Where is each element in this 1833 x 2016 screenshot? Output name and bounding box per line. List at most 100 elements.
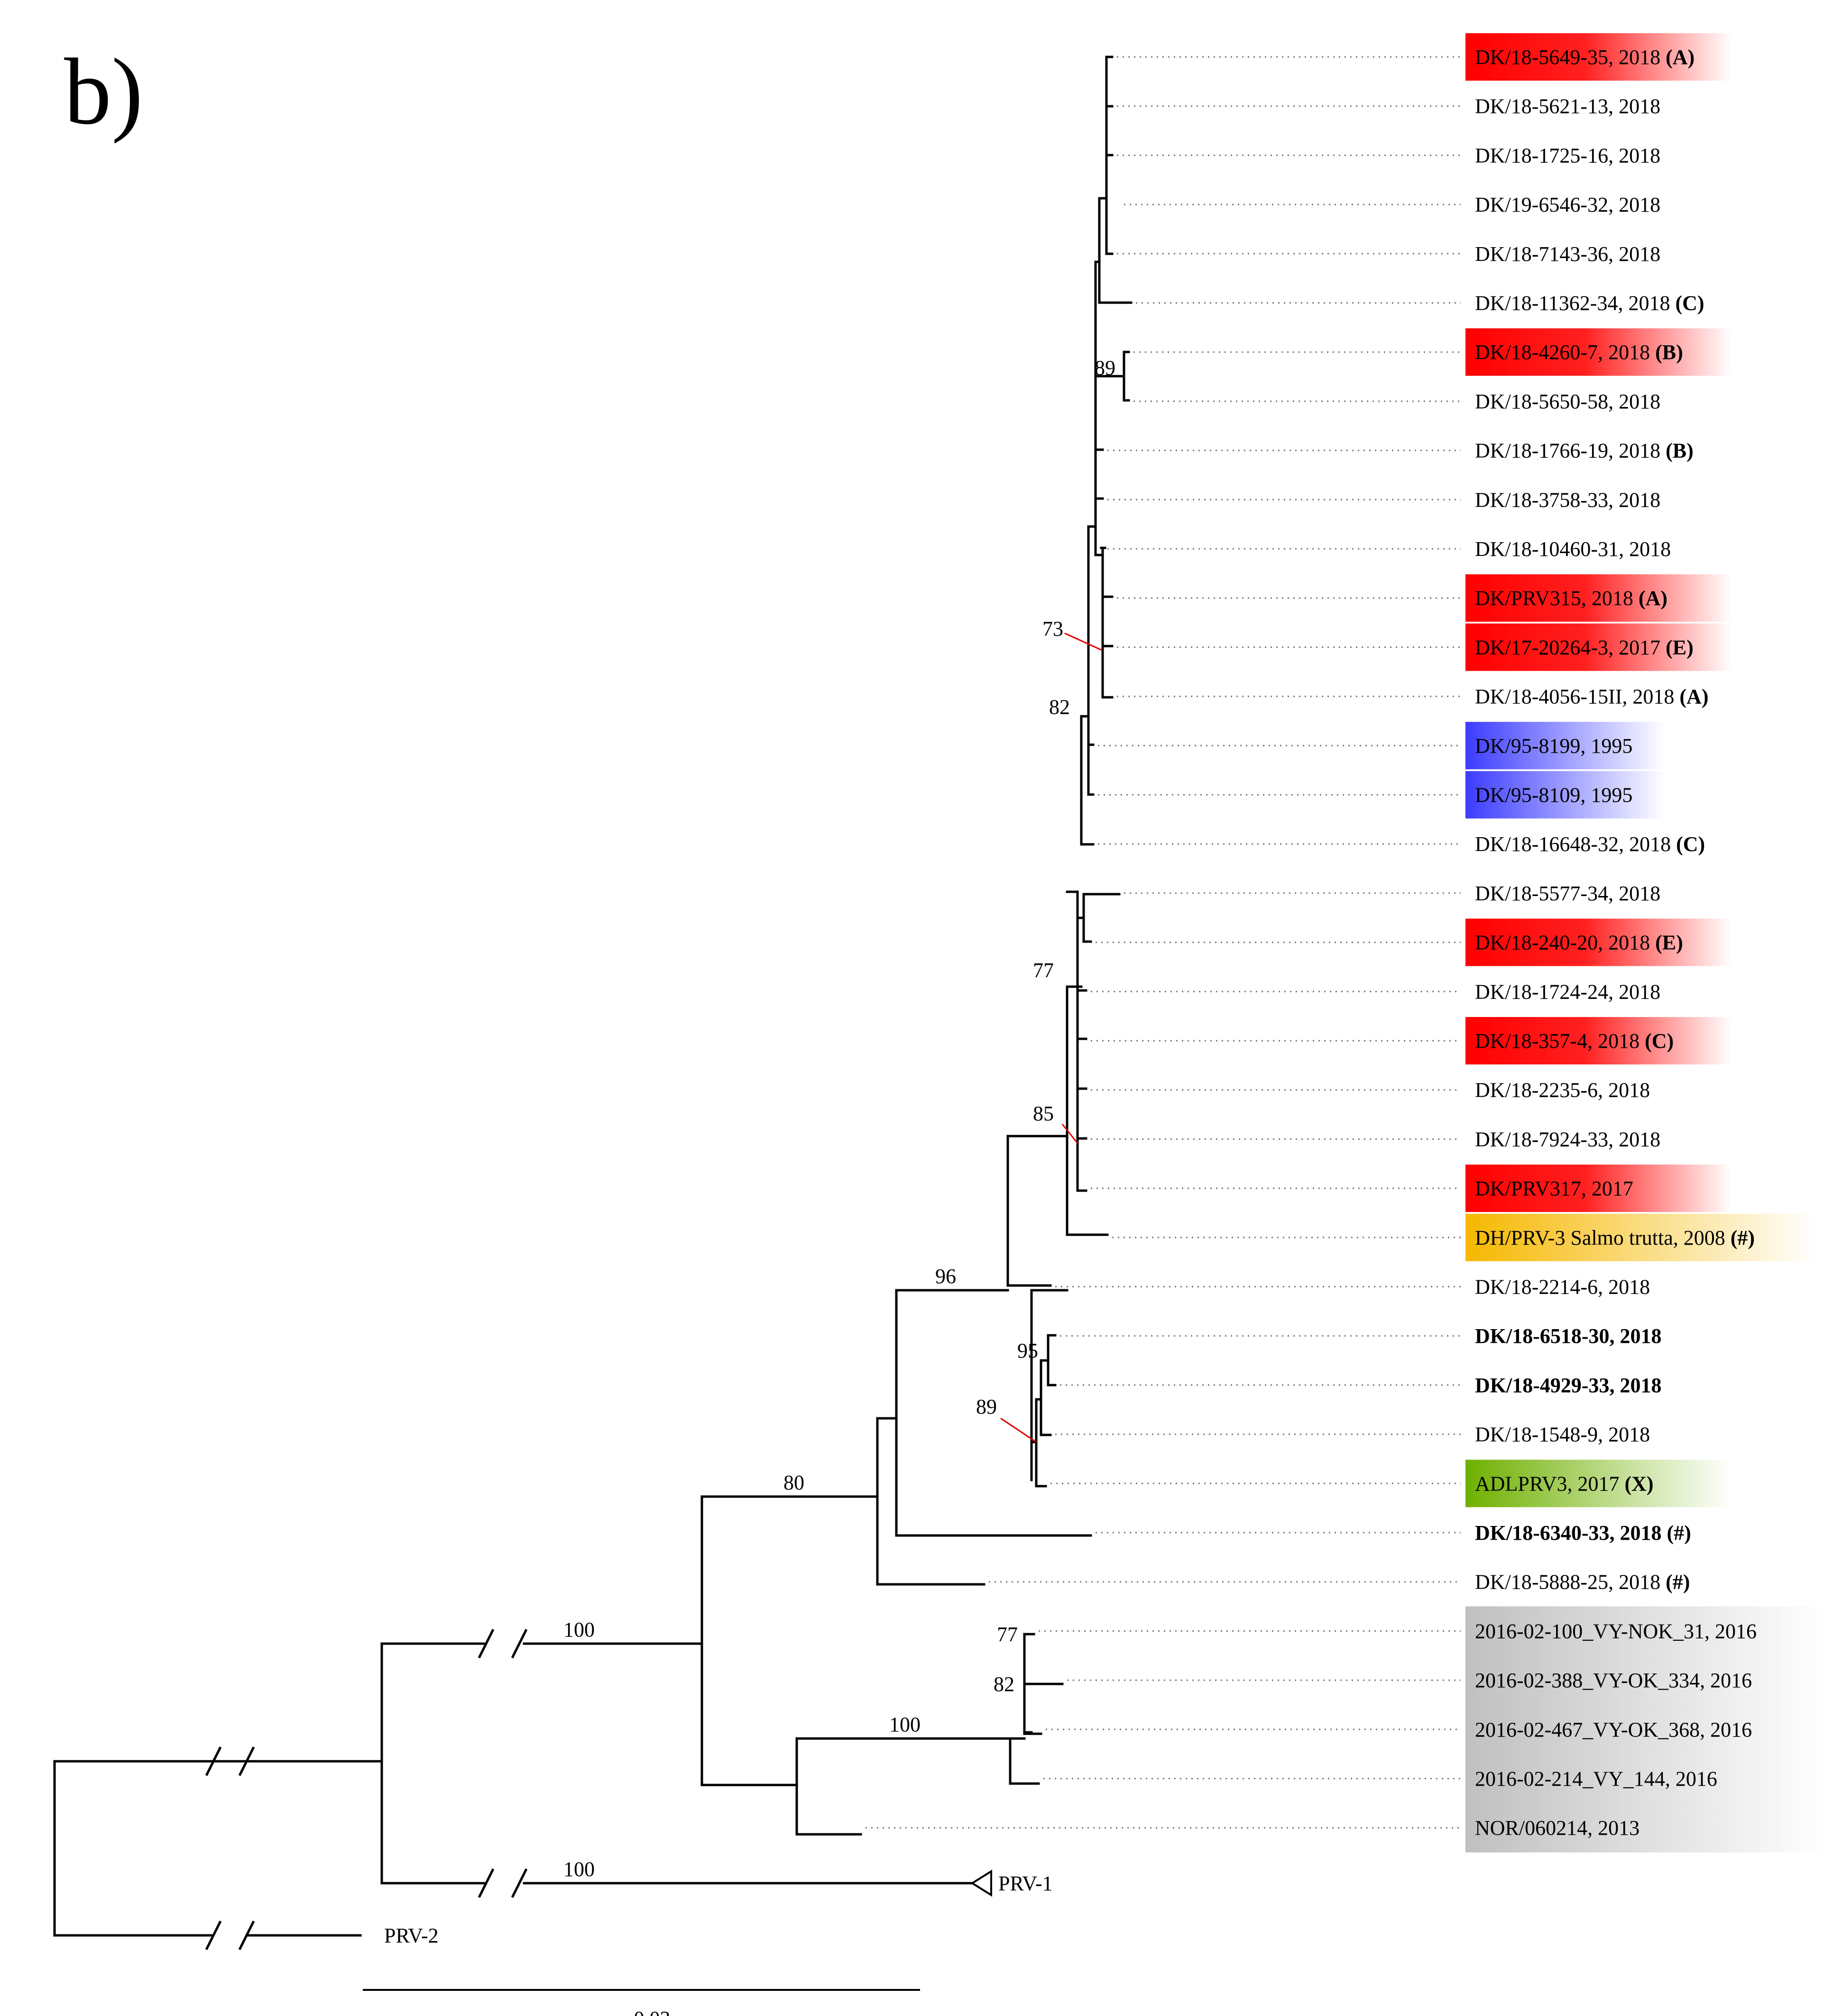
leaf-label: DK/18-6340-33, 2018 (#) bbox=[1475, 1521, 1691, 1544]
leaf-name: DK/18-5888-25, 2018 bbox=[1475, 1571, 1660, 1594]
leaf-label: DK/18-4929-33, 2018 bbox=[1475, 1374, 1662, 1397]
leaf-label: DK/18-4260-7, 2018 (B) bbox=[1475, 341, 1683, 364]
leaf-label: DK/18-11362-34, 2018 (C) bbox=[1475, 292, 1704, 315]
leaf-label: 2016-02-467_VY-OK_368, 2016 bbox=[1475, 1718, 1752, 1741]
leaf-name: DK/18-2214-6, 2018 bbox=[1475, 1276, 1650, 1299]
leaf-label: DK/18-4056-15II, 2018 (A) bbox=[1475, 685, 1708, 708]
leaf-name: DK/18-4056-15II, 2018 bbox=[1475, 685, 1674, 708]
leaf-tag: (C) bbox=[1645, 1029, 1674, 1053]
leaf-name: DK/18-16648-32, 2018 bbox=[1475, 832, 1671, 856]
support-value: 100 bbox=[563, 1858, 595, 1881]
leaf-label: ADLPRV3, 2017 (X) bbox=[1475, 1472, 1654, 1495]
leaf-name: DK/18-4929-33, 2018 bbox=[1475, 1374, 1662, 1397]
leaf-label: DK/95-8199, 1995 bbox=[1475, 734, 1632, 758]
leaf-label: DK/18-1548-9, 2018 bbox=[1475, 1423, 1650, 1446]
support-value: 77 bbox=[1033, 959, 1054, 982]
outgroup-label-prv2: PRV-2 bbox=[384, 1924, 439, 1947]
support-value: 100 bbox=[563, 1618, 595, 1641]
leaf-label: DK/18-5577-34, 2018 bbox=[1475, 882, 1660, 905]
support-value: 82 bbox=[994, 1673, 1014, 1696]
leaf-label: DK/18-16648-32, 2018 (C) bbox=[1475, 832, 1705, 856]
leaf-labels: DK/18-5649-35, 2018 (A) DK/18-5621-13, 20… bbox=[1475, 46, 1757, 1840]
leaf-name: DK/18-6340-33, 2018 bbox=[1475, 1521, 1662, 1544]
leaf-name: DK/18-240-20, 2018 bbox=[1475, 931, 1650, 954]
leaf-name: DK/18-357-4, 2018 bbox=[1475, 1029, 1640, 1053]
leaf-tag: (B) bbox=[1655, 341, 1683, 364]
collapsed-clade-triangle bbox=[970, 1869, 992, 1897]
leaf-label: DK/18-357-4, 2018 (C) bbox=[1475, 1029, 1674, 1053]
leaf-name: DK/18-7143-36, 2018 bbox=[1475, 242, 1660, 266]
outgroup-label-prv1: PRV-1 bbox=[998, 1872, 1053, 1895]
scale-bar-label: 0.03 bbox=[634, 2007, 671, 2016]
leaf-label: DK/18-2235-6, 2018 bbox=[1475, 1079, 1650, 1102]
highlight-blue bbox=[1465, 721, 1665, 769]
leaf-leader-lines bbox=[866, 56, 1461, 1829]
leaf-name: DK/18-10460-31, 2018 bbox=[1475, 537, 1671, 561]
support-value: 89 bbox=[976, 1395, 997, 1418]
highlight-red bbox=[1465, 1017, 1731, 1064]
leaf-label: DK/18-5649-35, 2018 (A) bbox=[1475, 46, 1695, 69]
support-value: 80 bbox=[783, 1471, 804, 1494]
highlight-red bbox=[1465, 574, 1731, 622]
leaf-label: DK/18-3758-33, 2018 bbox=[1475, 488, 1660, 511]
leaf-label: DH/PRV-3 Salmo trutta, 2008 (#) bbox=[1475, 1226, 1755, 1249]
panel-label: b) bbox=[64, 39, 143, 144]
leaf-label: DK/PRV315, 2018 (A) bbox=[1475, 587, 1667, 610]
leaf-label: DK/18-5650-58, 2018 bbox=[1475, 390, 1660, 413]
support-value: 89 bbox=[1095, 356, 1115, 379]
support-value: 100 bbox=[889, 1713, 921, 1736]
leaf-label: DK/18-7143-36, 2018 bbox=[1475, 242, 1660, 266]
leaf-label: DK/18-1725-16, 2018 bbox=[1475, 144, 1660, 167]
leaf-tag: (#) bbox=[1731, 1226, 1755, 1249]
highlight-red bbox=[1465, 1165, 1731, 1212]
leaf-label: NOR/060214, 2013 bbox=[1475, 1816, 1640, 1840]
support-values: 89 73 82 77 85 96 95 89 80 100 77 82 100… bbox=[563, 356, 1115, 1881]
support-value: 82 bbox=[1049, 695, 1070, 719]
leaf-tag: (B) bbox=[1666, 439, 1694, 462]
leaf-name: DK/18-1725-16, 2018 bbox=[1475, 144, 1660, 167]
leaf-tag: (E) bbox=[1666, 636, 1694, 659]
highlight-red bbox=[1465, 328, 1731, 376]
leaf-label: DK/18-10460-31, 2018 bbox=[1475, 537, 1671, 561]
highlight-red bbox=[1465, 33, 1731, 81]
leaf-name: DK/18-5621-13, 2018 bbox=[1475, 95, 1660, 118]
leaf-name: DK/PRV315, 2018 bbox=[1475, 587, 1633, 610]
leaf-label: 2016-02-214_VY_144, 2016 bbox=[1475, 1767, 1717, 1791]
highlight-green bbox=[1465, 1460, 1731, 1507]
leaf-name: DK/18-11362-34, 2018 bbox=[1475, 292, 1670, 315]
leaf-label: DK/18-1766-19, 2018 (B) bbox=[1475, 439, 1694, 462]
axis-break-marks bbox=[205, 1628, 528, 1951]
leaf-label: DK/PRV317, 2017 bbox=[1475, 1177, 1633, 1200]
leaf-name: DK/18-1724-24, 2018 bbox=[1475, 980, 1660, 1003]
leaf-name: DK/18-7924-33, 2018 bbox=[1475, 1128, 1660, 1151]
highlight-red bbox=[1465, 918, 1731, 966]
leaf-tag: (A) bbox=[1679, 685, 1708, 708]
support-connectors bbox=[1000, 632, 1102, 1443]
leaf-tag: (E) bbox=[1655, 931, 1683, 954]
leaf-label: DK/18-7924-33, 2018 bbox=[1475, 1128, 1660, 1151]
leaf-name: DK/18-5577-34, 2018 bbox=[1475, 882, 1660, 905]
leaf-tag: (C) bbox=[1675, 292, 1704, 315]
leaf-label: DK/18-5621-13, 2018 bbox=[1475, 95, 1660, 118]
leaf-name: DK/18-4260-7, 2018 bbox=[1475, 341, 1650, 364]
leaf-name: DK/18-5649-35, 2018 bbox=[1475, 46, 1660, 69]
leaf-label: DK/18-240-20, 2018 (E) bbox=[1475, 931, 1683, 954]
leaf-name: DK/PRV317, 2017 bbox=[1475, 1177, 1633, 1200]
leaf-tag: (X) bbox=[1625, 1472, 1654, 1495]
leaf-label: DK/18-1724-24, 2018 bbox=[1475, 980, 1660, 1003]
leaf-name: 2016-02-100_VY-NOK_31, 2016 bbox=[1475, 1619, 1757, 1643]
highlight-red bbox=[1465, 623, 1731, 671]
leaf-name: DK/18-3758-33, 2018 bbox=[1475, 488, 1660, 511]
leaf-label: 2016-02-100_VY-NOK_31, 2016 bbox=[1475, 1619, 1757, 1643]
leaf-tag: (A) bbox=[1639, 587, 1667, 610]
leaf-tag: (A) bbox=[1666, 46, 1695, 69]
leaf-name: DK/18-1766-19, 2018 bbox=[1475, 439, 1660, 462]
leaf-tag: (#) bbox=[1667, 1521, 1691, 1544]
leaf-name: 2016-02-388_VY-OK_334, 2016 bbox=[1475, 1669, 1752, 1692]
leaf-label: DK/18-2214-6, 2018 bbox=[1475, 1276, 1650, 1299]
leaf-name: 2016-02-214_VY_144, 2016 bbox=[1475, 1767, 1717, 1791]
leaf-name: 2016-02-467_VY-OK_368, 2016 bbox=[1475, 1718, 1752, 1741]
highlight-yellow bbox=[1465, 1213, 1816, 1261]
leaf-name: DK/18-5650-58, 2018 bbox=[1475, 390, 1660, 413]
